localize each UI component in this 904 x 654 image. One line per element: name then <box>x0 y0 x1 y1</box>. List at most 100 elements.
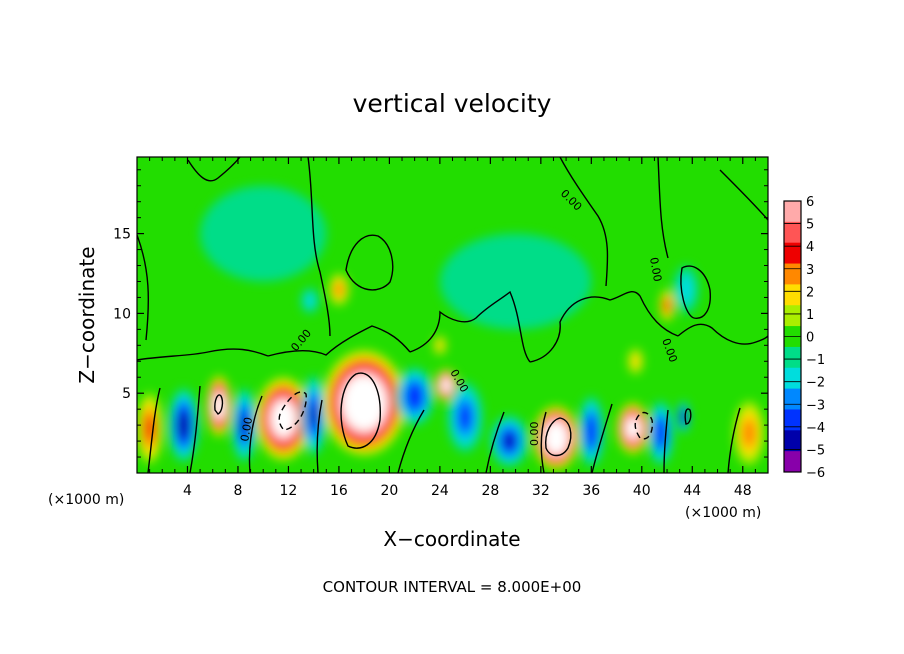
colorbar-tick-label: 4 <box>806 240 814 255</box>
contour-line <box>719 169 768 221</box>
x-tick-label: 28 <box>481 483 499 499</box>
colorbar-tick-label: 6 <box>806 195 814 210</box>
contour-line <box>591 403 613 473</box>
contour-line <box>189 385 201 473</box>
contour-line <box>663 409 669 473</box>
colorbar-swatch <box>784 388 801 410</box>
contour-line <box>137 348 269 361</box>
colorbar-tick-label: 3 <box>806 263 814 278</box>
heatmap-cell <box>434 369 458 402</box>
colorbar-swatch <box>784 284 801 306</box>
y-tick-label: 15 <box>113 227 131 243</box>
colorbar: 6 5 4 3 2 1 0 −1 −2 −3 −4 −5 −6 <box>783 195 825 481</box>
contour-line <box>147 387 161 473</box>
x-tick-label: 48 <box>734 483 752 499</box>
contour-line <box>316 399 323 473</box>
contour-line <box>248 395 263 473</box>
x-tick-label: 24 <box>431 483 449 499</box>
x-tick-label: 32 <box>532 483 550 499</box>
contour-label: 0.00 <box>238 416 255 442</box>
heatmap-cell <box>648 401 674 466</box>
contour-line-dashed <box>634 411 654 440</box>
x-tick-label: 40 <box>633 483 651 499</box>
colorbar-swatch <box>784 221 801 244</box>
heatmap-cell <box>301 287 319 314</box>
contour-line <box>485 411 505 473</box>
colorbar-tick-label: 1 <box>806 308 814 323</box>
contour-interval-footer: CONTOUR INTERVAL = 8.000E+00 <box>323 578 582 596</box>
heatmap-cell <box>168 388 199 462</box>
contour-line <box>267 325 411 357</box>
heatmap-cell <box>200 185 327 282</box>
colorbar-tick-label: −3 <box>806 398 825 413</box>
contour-line <box>680 265 711 319</box>
contour-line <box>727 407 741 473</box>
contour-line-dashed <box>278 391 307 431</box>
x-tick-label: 12 <box>280 483 298 499</box>
heatmap-cell <box>616 402 650 454</box>
contour-line <box>345 234 394 291</box>
contour-line <box>214 394 224 415</box>
x-axis-label: X−coordinate <box>383 527 520 551</box>
contour-line <box>545 417 572 457</box>
colorbar-tick-label: −2 <box>806 376 825 391</box>
heatmap-cell <box>433 335 447 355</box>
colorbar-tick-label: 2 <box>806 285 814 300</box>
contour-line <box>540 411 547 473</box>
contour-line <box>397 409 425 473</box>
x-unit-left: (×1000 m) <box>48 492 124 508</box>
heatmap-cell <box>659 289 675 322</box>
heatmap-cell <box>255 377 312 461</box>
colorbar-swatch <box>784 263 801 285</box>
contour-line <box>409 290 531 363</box>
contour-line <box>559 157 609 287</box>
heatmap-cell <box>301 375 327 456</box>
contour-line <box>677 323 768 345</box>
contour-line <box>340 372 381 449</box>
colorbar-tick-label: 0 <box>806 331 814 346</box>
contour-line <box>307 157 331 337</box>
y-tick-label: 10 <box>113 306 131 322</box>
plot-area: 0.00 0.00 0.00 0.00 0.00 0.00 0.00 4 8 12 1… <box>113 156 769 499</box>
heatmap-cell <box>206 375 232 437</box>
heatmap-cell <box>447 382 483 453</box>
heatmap-cell <box>395 367 434 426</box>
chart-title: vertical velocity <box>353 89 552 118</box>
heatmap-cell <box>439 233 592 330</box>
x-tick-label: 44 <box>683 483 701 499</box>
y-axis: 5 10 15 <box>113 169 768 458</box>
heatmap-cell <box>627 348 644 375</box>
x-axis: 4 8 12 16 20 24 28 32 36 40 44 48 <box>149 157 756 499</box>
contour-line <box>187 157 241 182</box>
x-tick-label: 20 <box>380 483 398 499</box>
contour-line <box>137 234 150 341</box>
x-tick-label: 4 <box>183 483 192 499</box>
y-tick-label: 5 <box>122 386 131 402</box>
heatmap-cell <box>733 401 765 466</box>
contour-line <box>657 157 669 259</box>
x-tick-label: 16 <box>330 483 348 499</box>
zero-contours <box>137 157 768 473</box>
colorbar-swatch <box>784 430 801 452</box>
colorbar-tick-label: −5 <box>806 443 825 458</box>
colorbar-tick-label: 5 <box>806 218 814 233</box>
colorbar-tick-label: −6 <box>806 466 825 481</box>
heatmap-cell <box>578 396 604 467</box>
heatmap-cell <box>322 350 406 456</box>
colorbar-swatch <box>784 305 801 327</box>
contour-label: 0.00 <box>528 422 541 447</box>
heatmap-cell <box>490 415 529 467</box>
colorbar-swatch <box>784 451 801 473</box>
heatmap-cell <box>677 401 690 434</box>
x-unit-right: (×1000 m) <box>685 505 761 521</box>
contour-label: 0.00 <box>647 256 664 282</box>
contour-line <box>684 408 692 425</box>
colorbar-swatch <box>784 409 801 431</box>
colorbar-tick-label: −4 <box>806 421 825 436</box>
colorbar-swatch <box>784 242 801 265</box>
colorbar-swatch <box>784 201 801 223</box>
contour-line <box>529 291 679 363</box>
heatmap-cells <box>137 185 765 470</box>
x-tick-label: 8 <box>233 483 242 499</box>
